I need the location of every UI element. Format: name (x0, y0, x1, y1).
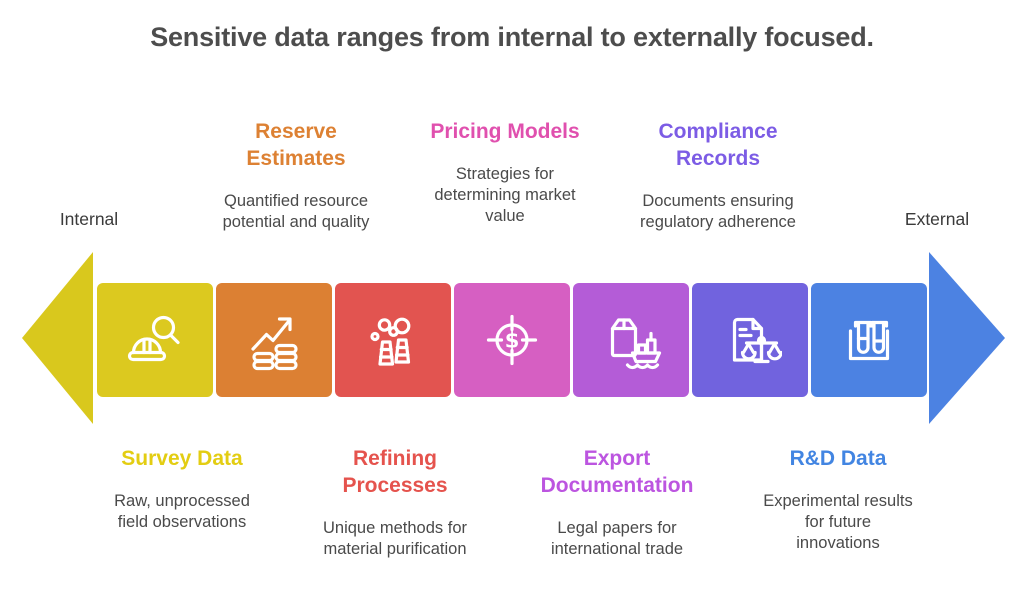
svg-text:$: $ (505, 329, 520, 353)
category-description: Legal papers for international trade (550, 519, 684, 558)
refinery-chimneys-icon (370, 317, 411, 366)
category-box-export-documentation (573, 283, 689, 397)
category-description: Raw, unprocessed field observations (114, 492, 250, 531)
arrow-right-shape (929, 252, 1005, 424)
category-title: R&D Data (789, 447, 887, 470)
endpoint-label-external: External (904, 209, 970, 229)
category-box-pricing-models: $ (454, 283, 570, 397)
arrow-left-icon (22, 252, 93, 424)
endpoint-label-internal: Internal (59, 209, 119, 229)
category-label-block-compliance-records: Compliance Records Documents ensuring re… (603, 118, 833, 233)
category-label-block-reserve-estimates: Reserve Estimates Quantified resource po… (181, 118, 411, 233)
category-description: Quantified resource potential and qualit… (222, 192, 370, 231)
category-box-compliance-records (692, 283, 808, 397)
category-box-rd-data (811, 283, 927, 397)
category-title: Reserve Estimates (246, 120, 346, 170)
category-label-block-survey-data: Survey Data Raw, unprocessed field obser… (67, 445, 297, 533)
category-label-block-rd-data: R&D Data Experimental results for future… (723, 445, 953, 554)
coins-growth-arrow-icon (251, 317, 298, 371)
category-title: Pricing Models (430, 120, 580, 143)
category-description: Unique methods for material purification (323, 519, 467, 558)
category-box-refining-processes (335, 283, 451, 397)
category-box-reserve-estimates (216, 283, 332, 397)
category-title: Survey Data (121, 447, 243, 470)
category-description: Experimental results for future innovati… (763, 492, 913, 552)
document-scales-icon (732, 317, 782, 364)
test-tubes-icon (848, 320, 890, 361)
page-title: Sensitive data ranges from internal to e… (150, 22, 874, 52)
hard-hat-magnifier-icon (127, 315, 180, 362)
arrow-right-icon (929, 252, 1005, 424)
category-label-block-pricing-models: Pricing Models Strategies for determinin… (390, 118, 620, 227)
category-title: Refining Processes (342, 447, 448, 497)
dollar-target-icon: $ (486, 314, 538, 366)
category-description: Documents ensuring regulatory adherence (640, 192, 796, 231)
package-ship-icon (610, 318, 662, 370)
arrow-left-shape (22, 252, 93, 424)
category-title: Compliance Records (658, 120, 778, 170)
category-title: Export Documentation (540, 447, 694, 497)
category-label-block-export-documentation: Export Documentation Legal papers for in… (502, 445, 732, 560)
category-description: Strategies for determining market value (434, 165, 576, 225)
category-label-block-refining-processes: Refining Processes Unique methods for ma… (280, 445, 510, 560)
category-box-survey-data (97, 283, 213, 397)
